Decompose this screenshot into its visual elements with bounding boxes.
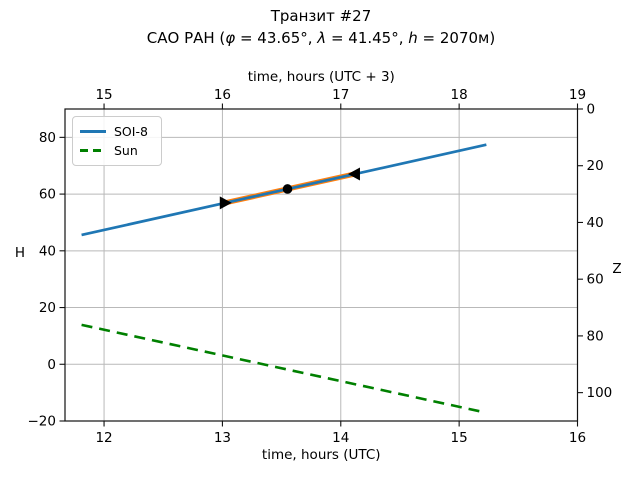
y-right-tick-label: 100 [587,385,613,401]
subtitle-part: φ [225,29,236,47]
y-left-axis-label: H [15,245,25,261]
x-top-axis-label: time, hours (UTC + 3) [248,69,395,85]
y-left-tick-label: 80 [39,130,56,146]
y-left-tick-label: 60 [39,187,56,203]
legend: SOI-8 Sun [72,116,162,166]
chart-subtitle: САО РАН (φ = 43.65°, λ = 41.45°, h = 207… [1,29,640,48]
legend-entry-sun: Sun [80,141,153,160]
x-bottom-tick-label: 15 [451,430,468,446]
subtitle-part: = 41.45°, [326,29,409,47]
x-top-tick-label: 18 [451,87,468,103]
y-right-tick-label: 40 [587,215,604,231]
y-right-tick-label: 0 [587,102,596,118]
transit-end-marker-icon [347,167,360,181]
x-top-tick-label: 16 [214,87,231,103]
y-right-axis-label: Z [612,261,621,277]
x-bottom-tick-label: 13 [214,430,231,446]
y-right-tick-label: 20 [587,158,604,174]
y-left-tick-label: −20 [28,414,57,430]
x-top-tick-label: 19 [569,87,586,103]
y-left-tick-label: 0 [47,357,56,373]
x-bottom-tick-label: 14 [332,430,349,446]
subtitle-part: λ [317,29,327,47]
legend-label-sun: Sun [114,143,138,158]
x-bottom-axis-label: time, hours (UTC) [262,447,381,463]
plot-frame [64,108,579,422]
series-line-sun [81,323,485,414]
culmination-marker-icon [282,184,293,194]
x-top-tick-label: 17 [332,87,349,103]
legend-line-sample-sun [80,149,106,152]
subtitle-part: = 43.65°, [235,29,318,47]
y-right-tick-label: 80 [587,328,604,344]
y-right-tick-label: 60 [587,272,604,288]
subtitle-part: h [408,29,418,47]
y-left-tick-label: 20 [39,300,56,316]
transit-start-marker-icon [219,196,232,210]
legend-line-sample-soi8 [80,130,106,133]
subtitle-part: САО РАН ( [146,29,226,47]
x-top-tick-label: 15 [95,87,112,103]
y-left-tick-label: 40 [39,243,56,259]
legend-entry-soi8: SOI-8 [80,122,153,141]
subtitle-part: = 2070м) [417,29,496,47]
x-bottom-tick-label: 16 [569,430,586,446]
x-bottom-tick-label: 12 [95,430,112,446]
chart-title: Транзит #27 [270,7,372,25]
legend-label-soi8: SOI-8 [114,124,148,139]
